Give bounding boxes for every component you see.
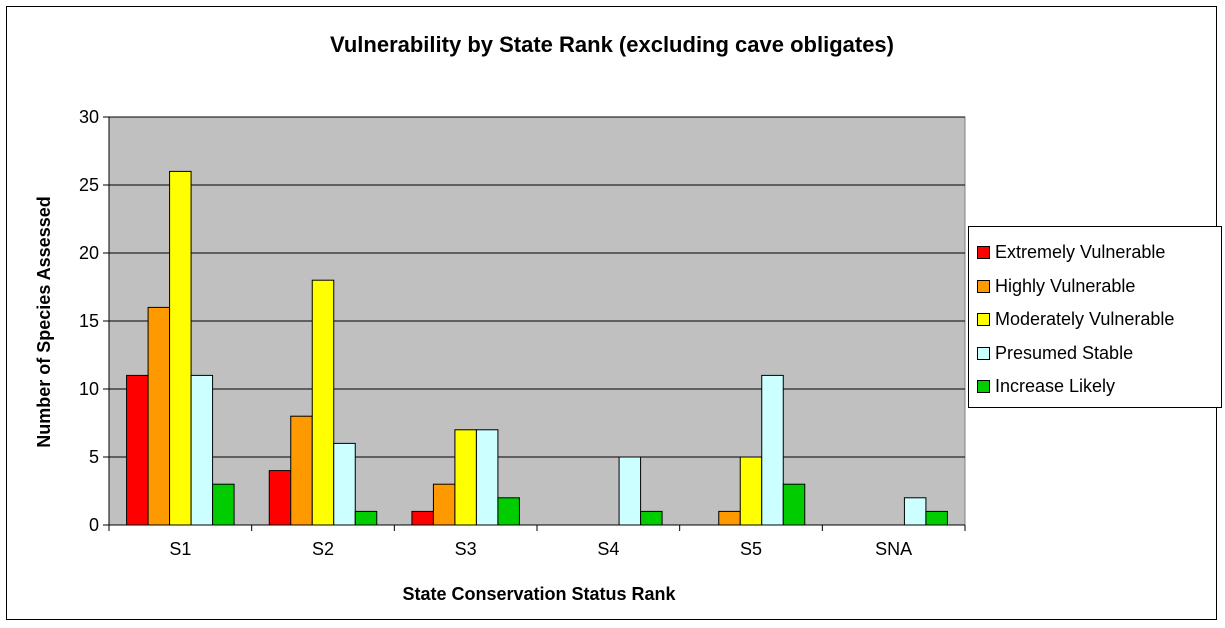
x-tick-label: SNA bbox=[875, 539, 912, 559]
x-tick-label: S3 bbox=[455, 539, 477, 559]
bar-s1-moderately-vulnerable bbox=[169, 170, 192, 526]
bar-s2-presumed-stable bbox=[333, 442, 356, 526]
bar-s5-presumed-stable bbox=[761, 374, 784, 526]
legend-swatch bbox=[977, 246, 990, 260]
bar-s5-increase-likely bbox=[782, 483, 806, 526]
legend-swatch bbox=[977, 380, 990, 394]
chart-legend: Extremely Vulnerable Highly Vulnerable Mod… bbox=[968, 226, 1222, 408]
bar-s3-highly-vulnerable bbox=[432, 483, 456, 526]
bar-s5-highly-vulnerable bbox=[718, 510, 741, 526]
y-tick-label: 30 bbox=[79, 107, 99, 127]
bar-s2-moderately-vulnerable bbox=[311, 279, 335, 526]
bar-s5-moderately-vulnerable bbox=[739, 456, 763, 526]
legend-label: Highly Vulnerable bbox=[995, 275, 1136, 296]
x-tick-label: S4 bbox=[597, 539, 619, 559]
y-tick-label: 5 bbox=[89, 447, 99, 467]
x-tick-label: S2 bbox=[312, 539, 334, 559]
bar-s2-highly-vulnerable bbox=[290, 415, 313, 526]
legend-label: Moderately Vulnerable bbox=[995, 309, 1175, 330]
legend-label: Increase Likely bbox=[995, 376, 1116, 397]
bar-s3-presumed-stable bbox=[475, 429, 499, 526]
bar-s4-presumed-stable bbox=[618, 456, 642, 526]
bar-sna-presumed-stable bbox=[903, 497, 927, 526]
legend-swatch bbox=[977, 279, 990, 293]
bar-s2-increase-likely bbox=[354, 510, 378, 526]
legend-item: Moderately Vulnerable bbox=[977, 303, 1221, 337]
bar-s1-presumed-stable bbox=[190, 374, 214, 526]
x-tick-label: S5 bbox=[740, 539, 762, 559]
legend-swatch bbox=[977, 346, 990, 360]
legend-item: Presumed Stable bbox=[977, 337, 1221, 371]
legend-item: Increase Likely bbox=[977, 370, 1221, 404]
axes: 0 5 10 15 20 25 30 S1 S2 S3 S4 S5 SNA bbox=[79, 107, 966, 559]
gridlines bbox=[109, 116, 965, 458]
bar-s3-increase-likely bbox=[497, 497, 520, 526]
bar-s4-increase-likely bbox=[640, 510, 663, 526]
y-tick-label: 0 bbox=[89, 515, 99, 535]
chart-title: Vulnerability by State Rank (excluding c… bbox=[330, 32, 894, 57]
y-tick-label: 10 bbox=[79, 379, 99, 399]
bar-s2-extremely-vulnerable bbox=[268, 470, 292, 526]
bar-s1-increase-likely bbox=[212, 483, 235, 526]
legend-swatch bbox=[977, 313, 990, 327]
legend-item: Extremely Vulnerable bbox=[977, 236, 1221, 270]
bar-sna-increase-likely bbox=[925, 510, 948, 526]
x-tick-label: S1 bbox=[169, 539, 191, 559]
y-tick-label: 15 bbox=[79, 311, 99, 331]
legend-label: Presumed Stable bbox=[995, 342, 1134, 363]
bar-s3-moderately-vulnerable bbox=[454, 429, 477, 526]
y-tick-label: 25 bbox=[79, 175, 99, 195]
bar-s1-highly-vulnerable bbox=[147, 306, 171, 526]
legend-label: Extremely Vulnerable bbox=[995, 242, 1166, 263]
bar-s1-extremely-vulnerable bbox=[126, 374, 149, 526]
x-axis-label: State Conservation Status Rank bbox=[402, 584, 676, 604]
legend-item: Highly Vulnerable bbox=[977, 270, 1221, 304]
bar-s3-extremely-vulnerable bbox=[411, 510, 434, 526]
y-tick-label: 20 bbox=[79, 243, 99, 263]
y-axis-label: Number of Species Assessed bbox=[34, 196, 54, 447]
